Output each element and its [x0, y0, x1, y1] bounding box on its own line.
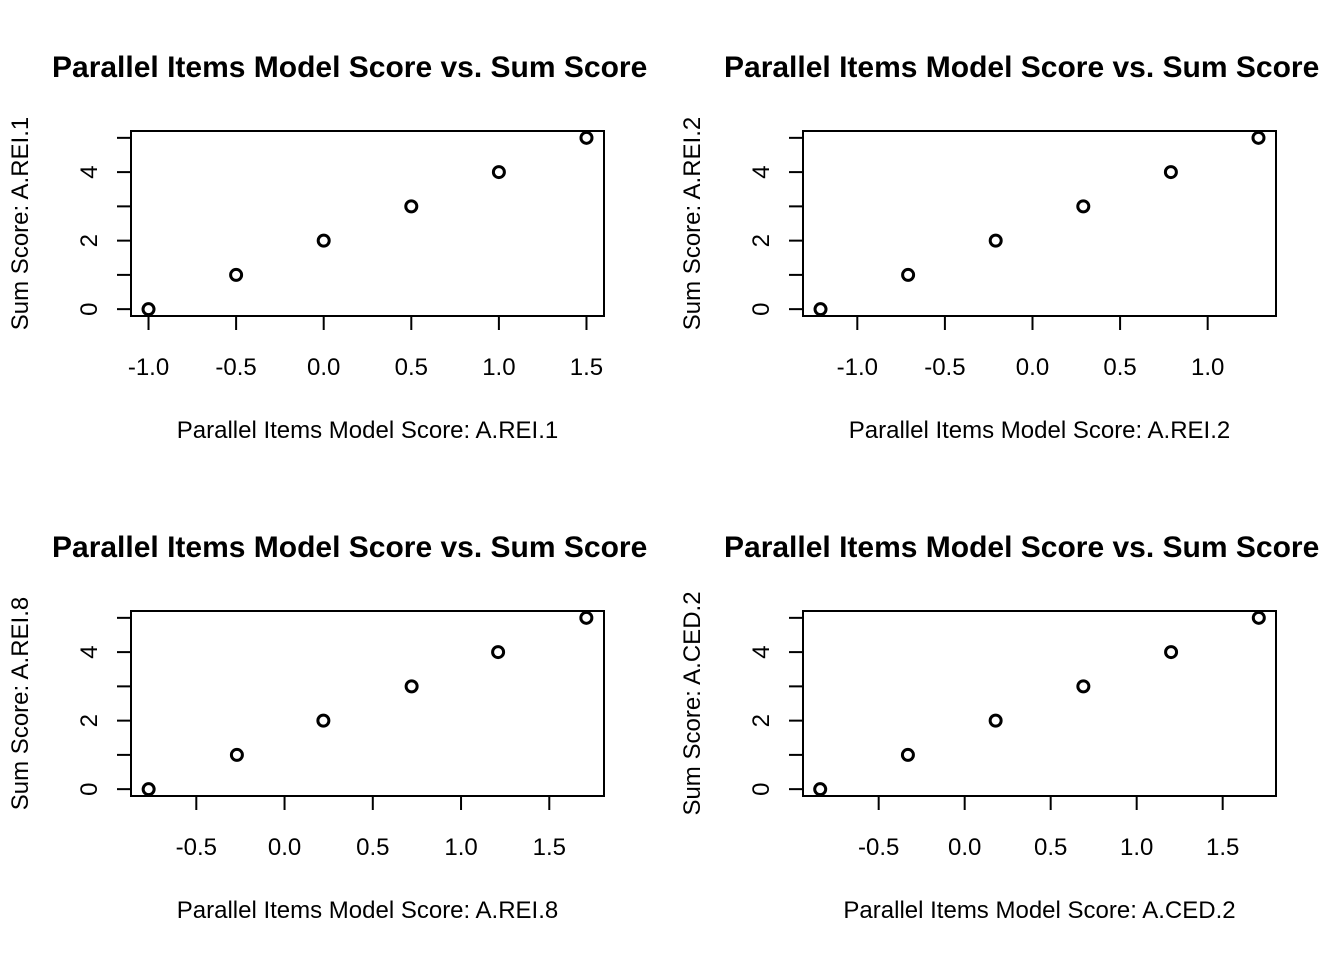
x-tick-label: 1.0 — [444, 834, 477, 861]
data-point — [141, 302, 156, 317]
y-tick-label: 2 — [748, 234, 775, 247]
plot-frame — [802, 130, 1277, 317]
y-tick-label: 4 — [76, 165, 103, 178]
chart-title: Parallel Items Model Score vs. Sum Score — [52, 531, 647, 564]
x-tick-label: 0.0 — [268, 834, 301, 861]
x-tick-label: -1.0 — [837, 354, 878, 381]
x-tick-label: -0.5 — [215, 354, 256, 381]
x-tick-label: 1.0 — [1191, 354, 1224, 381]
y-tick-label: 0 — [76, 782, 103, 795]
panel-a-rei-1: Parallel Items Model Score vs. Sum Score… — [0, 0, 672, 480]
data-point — [1251, 130, 1266, 145]
y-axis-label: Sum Score: A.REI.2 — [679, 117, 706, 330]
data-point — [1164, 645, 1179, 660]
y-tick-label: 2 — [748, 714, 775, 727]
data-point — [900, 747, 915, 762]
data-point — [316, 233, 331, 248]
x-tick-label: 1.5 — [570, 354, 603, 381]
data-point — [1076, 679, 1091, 694]
panel-a-rei-8: Parallel Items Model Score vs. Sum Score… — [0, 480, 672, 960]
data-point — [491, 645, 506, 660]
x-tick-label: 0.0 — [948, 834, 981, 861]
data-point — [813, 302, 828, 317]
y-tick-label: 0 — [748, 302, 775, 315]
data-point — [316, 713, 331, 728]
x-tick-label: 1.5 — [533, 834, 566, 861]
data-point — [1251, 610, 1266, 625]
y-tick-label: 0 — [76, 302, 103, 315]
x-tick-label: 0.5 — [395, 354, 428, 381]
panel-a-ced-2: Parallel Items Model Score vs. Sum Score… — [672, 480, 1344, 960]
data-point — [579, 130, 594, 145]
chart-title: Parallel Items Model Score vs. Sum Score — [52, 51, 647, 84]
x-tick-label: 0.0 — [1016, 354, 1049, 381]
plot-frame — [802, 610, 1277, 797]
y-tick-label: 4 — [76, 645, 103, 658]
data-point — [1076, 199, 1091, 214]
data-point — [579, 610, 594, 625]
x-axis-label: Parallel Items Model Score: A.CED.2 — [843, 897, 1235, 924]
data-point — [1163, 165, 1178, 180]
x-tick-label: 0.5 — [356, 834, 389, 861]
x-axis-label: Parallel Items Model Score: A.REI.8 — [177, 897, 559, 924]
x-tick-label: 1.5 — [1206, 834, 1239, 861]
data-point — [141, 782, 156, 797]
y-tick-label: 2 — [76, 234, 103, 247]
data-point — [901, 267, 916, 282]
data-point — [229, 747, 244, 762]
plot-frame — [130, 610, 605, 797]
x-axis-label: Parallel Items Model Score: A.REI.2 — [849, 417, 1231, 444]
x-tick-label: -1.0 — [128, 354, 169, 381]
y-tick-label: 4 — [748, 645, 775, 658]
y-tick-label: 2 — [76, 714, 103, 727]
y-tick-label: 0 — [748, 782, 775, 795]
x-axis-label: Parallel Items Model Score: A.REI.1 — [177, 417, 559, 444]
y-axis-label: Sum Score: A.CED.2 — [679, 591, 706, 815]
data-point — [988, 233, 1003, 248]
data-point — [229, 267, 244, 282]
data-point — [491, 165, 506, 180]
plot-svg: Parallel Items Model Score vs. Sum Score… — [7, 531, 647, 924]
x-tick-label: 1.0 — [1120, 834, 1153, 861]
y-axis-label: Sum Score: A.REI.8 — [7, 597, 34, 810]
data-point — [813, 782, 828, 797]
plot-svg: Parallel Items Model Score vs. Sum Score… — [679, 51, 1319, 444]
y-tick-label: 4 — [748, 165, 775, 178]
plot-svg: Parallel Items Model Score vs. Sum Score… — [7, 51, 647, 444]
y-axis-label: Sum Score: A.REI.1 — [7, 117, 34, 330]
data-point — [404, 199, 419, 214]
chart-title: Parallel Items Model Score vs. Sum Score — [724, 51, 1319, 84]
plot-svg: Parallel Items Model Score vs. Sum Score… — [679, 531, 1319, 924]
x-tick-label: -0.5 — [176, 834, 217, 861]
x-tick-label: 0.0 — [307, 354, 340, 381]
x-tick-label: 0.5 — [1034, 834, 1067, 861]
data-point — [988, 713, 1003, 728]
panel-a-rei-2: Parallel Items Model Score vs. Sum Score… — [672, 0, 1344, 480]
x-tick-label: -0.5 — [924, 354, 965, 381]
plot-frame — [130, 130, 605, 317]
x-tick-label: -0.5 — [858, 834, 899, 861]
data-point — [404, 679, 419, 694]
x-tick-label: 1.0 — [482, 354, 515, 381]
x-tick-label: 0.5 — [1103, 354, 1136, 381]
chart-title: Parallel Items Model Score vs. Sum Score — [724, 531, 1319, 564]
